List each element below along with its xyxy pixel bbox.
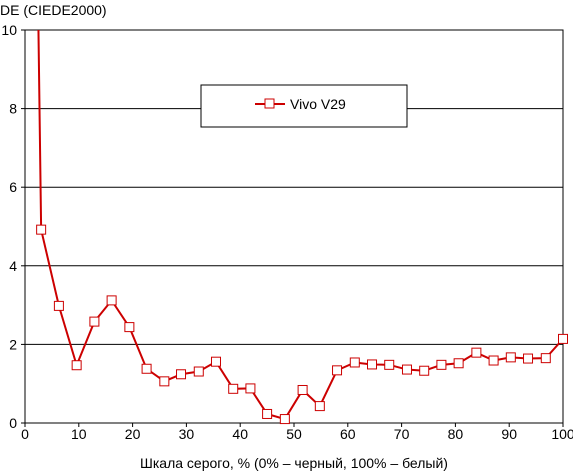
data-point [540,353,551,364]
data-point [141,363,152,374]
x-tick-label: 50 [286,426,302,442]
x-tick-label: 40 [232,426,248,442]
data-point [176,369,187,380]
x-tick-label: 100 [551,426,573,442]
data-point [401,364,412,375]
y-tick-label: 8 [9,101,17,117]
x-tick-label: 10 [71,426,87,442]
data-point [53,300,64,311]
x-tick-label: 30 [179,426,195,442]
y-tick-label: 0 [9,415,17,431]
data-point [193,366,204,377]
data-point [245,383,256,394]
data-point [262,408,273,419]
axes [21,29,564,427]
data-point [367,359,378,370]
data-point [124,322,135,333]
data-point [71,360,82,371]
data-point [106,295,117,306]
legend: Vivo V29 [200,84,408,128]
data-point [453,358,464,369]
data-point [471,347,482,358]
data-point [159,376,170,387]
series-layer [36,30,568,425]
data-point [419,365,430,376]
data-point [505,352,516,363]
data-point [523,353,534,364]
y-tick-labels: 0 2 4 6 8 10 [1,22,17,431]
y-tick-label: 2 [9,336,17,352]
data-point [210,356,221,367]
y-tick-label: 4 [9,258,17,274]
data-point [349,357,360,368]
y-tick-label: 10 [1,22,17,38]
x-tick-label: 70 [394,426,410,442]
series-0 [36,30,568,425]
data-point [436,359,447,370]
data-point [384,359,395,370]
x-tick-label: 0 [21,426,29,442]
x-tick-label: 90 [501,426,517,442]
data-point [488,355,499,366]
data-point [332,365,343,376]
data-point [228,383,239,394]
x-tick-label: 20 [125,426,141,442]
data-point [297,384,308,395]
legend-box [200,84,408,128]
data-point [89,316,100,327]
x-tick-labels: 0 10 20 30 40 50 60 70 80 90 100 [21,426,573,442]
data-point [279,414,290,425]
y-tick-label: 6 [9,179,17,195]
data-point [558,333,568,344]
x-axis-title: Шкала серого, % (0% – черный, 100% – бел… [140,455,448,471]
y-axis-title: DE (CIEDE2000) [0,2,107,18]
legend-label: Vivo V29 [290,96,346,112]
x-tick-label: 80 [448,426,464,442]
data-point [36,224,47,235]
legend-marker [264,98,275,109]
data-point [314,401,325,412]
x-tick-label: 60 [340,426,356,442]
